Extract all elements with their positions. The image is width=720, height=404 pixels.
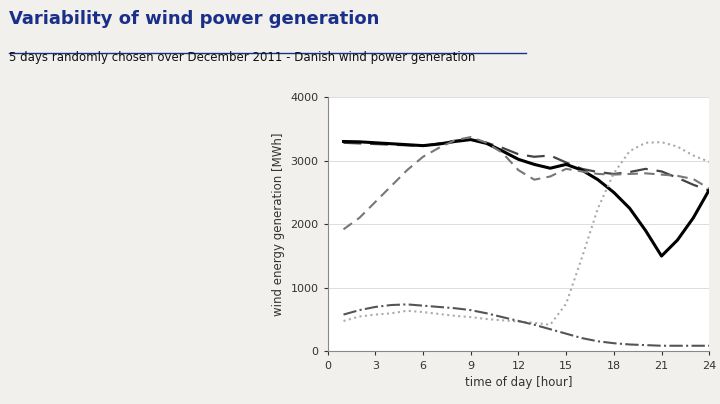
Text: Variability of wind power generation: Variability of wind power generation: [9, 10, 379, 28]
Text: 5 days randomly chosen over December 2011 - Danish wind power generation: 5 days randomly chosen over December 201…: [9, 50, 475, 63]
Y-axis label: wind energy generation [MWh]: wind energy generation [MWh]: [272, 133, 285, 316]
X-axis label: time of day [hour]: time of day [hour]: [464, 376, 572, 389]
